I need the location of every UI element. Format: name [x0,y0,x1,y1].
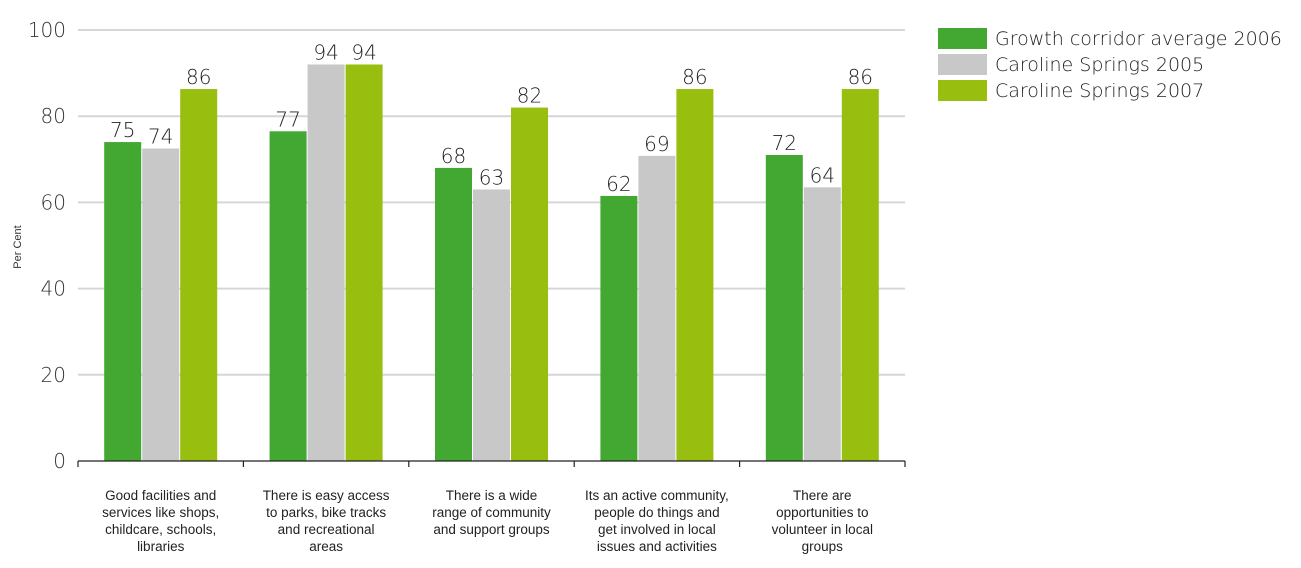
x-category-label: services like shops, [102,505,219,520]
bar [638,155,676,462]
bar [803,187,841,461]
axes [77,460,906,467]
data-label: 86 [848,65,873,89]
x-category-label: groups [802,539,844,554]
data-label: 68 [441,144,466,168]
data-label: 86 [186,65,211,89]
x-category-label: There is a wide [446,488,538,503]
x-category-label: Its an active community, [585,488,729,503]
data-labels: 75 74 86 77 94 94 68 63 82 62 69 86 72 64 86 [110,40,873,195]
data-label: 63 [479,165,504,189]
legend-label: Caroline Springs 2005 [995,54,1204,76]
y-tick-label: 60 [41,190,66,214]
x-category-label: libraries [137,539,185,554]
legend-label: Growth corridor average 2006 [995,28,1282,50]
data-label: 74 [148,125,173,149]
y-axis-label: Per Cent [12,225,24,268]
x-category-label: range of community [432,505,551,520]
data-label: 86 [682,65,707,89]
bar [180,89,218,461]
data-label: 62 [606,172,631,196]
y-tick-label: 40 [41,277,66,301]
legend-swatch [938,54,987,75]
bar [142,148,180,461]
bar [676,89,714,461]
x-category-label: Good facilities and [105,488,216,503]
bar [435,167,472,462]
data-label: 94 [313,40,338,64]
y-tick-labels: 0 20 40 60 80 100 [28,18,66,473]
bar [345,64,383,461]
x-category-label: issues and activities [597,539,717,554]
bar [765,154,803,462]
data-label: 75 [110,118,135,142]
data-label: 69 [644,132,669,156]
bar [473,189,510,461]
x-category-label: and support groups [433,522,550,537]
bars [104,64,879,462]
y-tick-label: 80 [41,104,66,128]
x-category-labels: Good facilities and services like shops, c… [102,488,873,554]
legend-label: Caroline Springs 2007 [995,80,1204,102]
bar [269,131,307,461]
legend-swatch [938,28,987,49]
data-label: 64 [810,163,835,187]
bar [841,89,879,461]
x-category-label: get involved in local [598,522,716,537]
x-category-label: and recreational [278,522,375,537]
x-category-label: areas [309,539,343,554]
legend: Growth corridor average 2006 Caroline Spr… [938,28,1282,102]
y-tick-label: 20 [41,363,66,387]
bar [600,195,638,461]
data-label: 77 [275,107,300,131]
y-tick-label: 100 [28,18,66,42]
legend-swatch [938,80,987,101]
x-category-label: childcare, schools, [105,522,216,537]
bar [511,107,548,461]
data-label: 72 [772,131,797,155]
x-category-label: to parks, bike tracks [266,505,386,520]
data-label: 94 [351,40,376,64]
x-category-label: volunteer in local [772,522,873,537]
data-label: 82 [517,84,542,108]
y-tick-label: 0 [53,449,66,473]
x-category-label: There are [793,488,852,503]
x-category-label: There is easy access [263,488,390,503]
bar [307,64,345,461]
x-category-label: people do things and [594,505,719,520]
x-category-label: opportunities to [776,505,868,520]
bar [104,142,142,461]
